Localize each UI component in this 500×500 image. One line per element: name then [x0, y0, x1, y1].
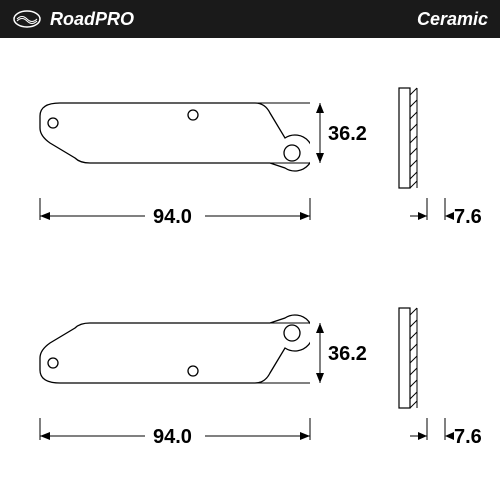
logo-area: RoadPRO — [12, 9, 134, 30]
width-value-bottom: 94.0 — [153, 426, 192, 448]
thickness-value-bottom: 7.6 — [454, 426, 482, 448]
pad-row-top: 36.2 94.0 — [10, 58, 490, 258]
height-value-top: 36.2 — [328, 123, 367, 145]
brake-pad-side-top — [395, 83, 425, 193]
height-dim-top: 36.2 — [310, 88, 390, 208]
width-value-top: 94.0 — [153, 206, 192, 228]
thickness-value-top: 7.6 — [454, 206, 482, 228]
brake-pad-face-top — [30, 88, 310, 208]
width-dim-top: 94.0 — [25, 198, 325, 238]
pad-row-bottom: 36.2 94.0 — [10, 278, 490, 478]
header-bar: RoadPRO Ceramic — [0, 0, 500, 38]
height-value-bottom: 36.2 — [328, 343, 367, 365]
height-dim-bottom: 36.2 — [310, 308, 390, 428]
brand-name: RoadPRO — [50, 9, 134, 30]
brand-logo-icon — [12, 9, 42, 29]
brake-pad-side-bottom — [395, 303, 425, 413]
thickness-dim-top: 7.6 — [410, 198, 490, 238]
diagram-area: 36.2 94.0 — [0, 38, 500, 500]
thickness-dim-bottom: 7.6 — [410, 418, 490, 458]
brake-pad-face-bottom — [30, 308, 310, 428]
width-dim-bottom: 94.0 — [25, 418, 325, 458]
material-label: Ceramic — [417, 9, 488, 30]
